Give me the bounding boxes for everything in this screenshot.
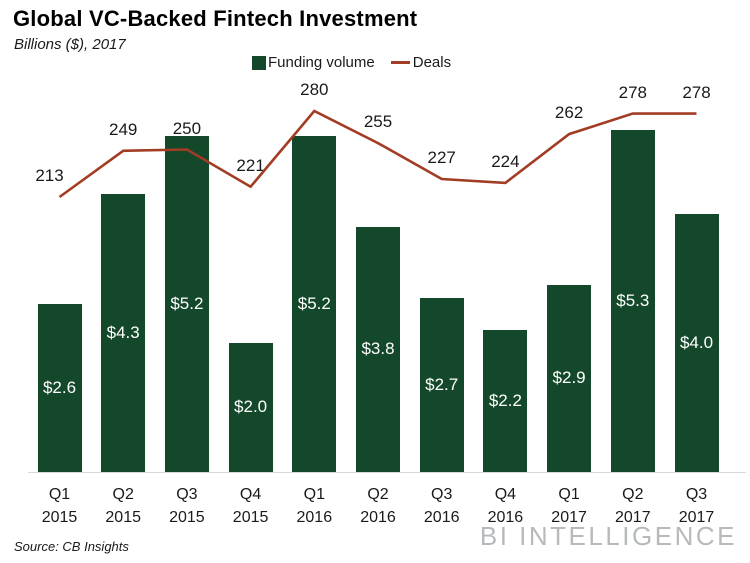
x-axis-quarter: Q3 [176,486,198,503]
x-axis-year: 2016 [296,509,333,526]
bar-value-label: $2.0 [234,397,268,417]
x-axis-label-q4-2016: Q4 2016 [475,483,535,529]
x-axis-year: 2015 [169,509,205,526]
bi-intelligence-logo: BI INTELLIGENCE [479,521,737,551]
deals-value-label: 255 [363,112,393,132]
bar-q3-2016 [419,297,464,472]
x-axis-year: 2016 [360,509,396,526]
chart-subtitle: Billions ($), 2017 [14,36,126,53]
bar-q4-2016 [483,329,528,472]
x-axis-quarter: Q1 [303,486,325,503]
bar-q4-2015 [228,342,273,472]
deals-value-label: 227 [427,148,456,168]
x-axis-quarter: Q1 [558,486,580,503]
x-axis-label-q1-2017: Q1 2017 [539,483,599,529]
bar-q1-2017 [547,284,592,472]
chart-title: Global VC-Backed Fintech Investment [13,6,418,31]
x-axis-label-q1-2016: Q1 2016 [284,483,344,529]
x-axis-year: 2015 [105,509,141,526]
bar-value-label: $5.3 [616,290,650,310]
x-axis-quarter: Q2 [622,486,644,503]
bar-value-label: $2.6 [42,378,77,398]
x-axis-label-q3-2015: Q3 2015 [157,483,217,529]
deals-value-label: 278 [618,82,647,102]
x-axis-quarter: Q2 [367,486,389,503]
x-axis-quarter: Q1 [48,486,71,503]
bar-value-label: $3.8 [361,339,395,359]
deals-value-label: 249 [109,119,138,139]
bar-value-label: $5.2 [297,294,331,314]
x-axis-year: 2016 [487,509,524,526]
deals-value-label: 221 [236,155,265,175]
legend-label-funding-volume: Funding volume [268,54,375,71]
bar-q1-2015 [37,304,82,472]
deals-value-label: 250 [172,118,202,138]
x-axis-label-q3-2016: Q3 2016 [412,483,472,529]
x-axis-year: 2015 [41,509,78,526]
deals-line-dash-icon [390,61,410,64]
bar-q3-2017 [674,213,719,472]
bar-q2-2017 [610,129,655,472]
bar-q1-2016 [292,136,337,472]
bar-q2-2015 [101,194,146,472]
bar-value-label: $2.7 [425,374,459,394]
bar-value-label: $2.2 [488,390,522,410]
x-axis-year: 2017 [551,509,587,526]
bar-value-label: $5.2 [170,294,204,314]
bar-q3-2015 [164,136,209,472]
x-axis-year: 2015 [232,509,269,526]
chart-legend: Funding volume Deals [252,54,451,71]
x-axis-label-q3-2017: Q3 2017 [667,483,727,529]
deals-value-label: 262 [554,103,584,123]
x-axis-year: 2017 [615,509,651,526]
x-axis-label-q1-2015: Q1 2015 [30,483,90,529]
deals-value-label: 224 [491,151,520,171]
x-axis-quarter: Q3 [685,486,708,503]
source-attribution: Source: CB Insights [14,539,129,554]
deals-value-label: 213 [35,166,64,185]
bar-q2-2016 [356,226,400,472]
legend-label-deals: Deals [412,54,452,71]
x-axis-quarter: Q3 [431,486,453,503]
bar-value-label: $2.9 [552,368,586,388]
x-axis-quarter: Q2 [112,486,134,503]
x-axis-label-q2-2016: Q2 2016 [348,483,408,529]
x-axis-label-q2-2015: Q2 2015 [93,483,153,529]
x-axis-quarter: Q4 [494,486,517,503]
x-axis-label-q4-2015: Q4 2015 [221,483,281,529]
bar-value-label: $4.0 [679,332,714,352]
x-axis-year: 2017 [678,509,715,526]
bar-value-label: $4.3 [106,323,140,343]
funding-volume-square-icon [252,55,266,70]
x-axis-year: 2016 [423,509,460,526]
deals-value-label: 278 [682,82,711,102]
x-axis-quarter: Q4 [239,486,262,503]
x-axis-label-q2-2017: Q2 2017 [603,483,663,529]
x-axis-line [28,472,746,473]
deals-value-label: 280 [300,80,329,99]
